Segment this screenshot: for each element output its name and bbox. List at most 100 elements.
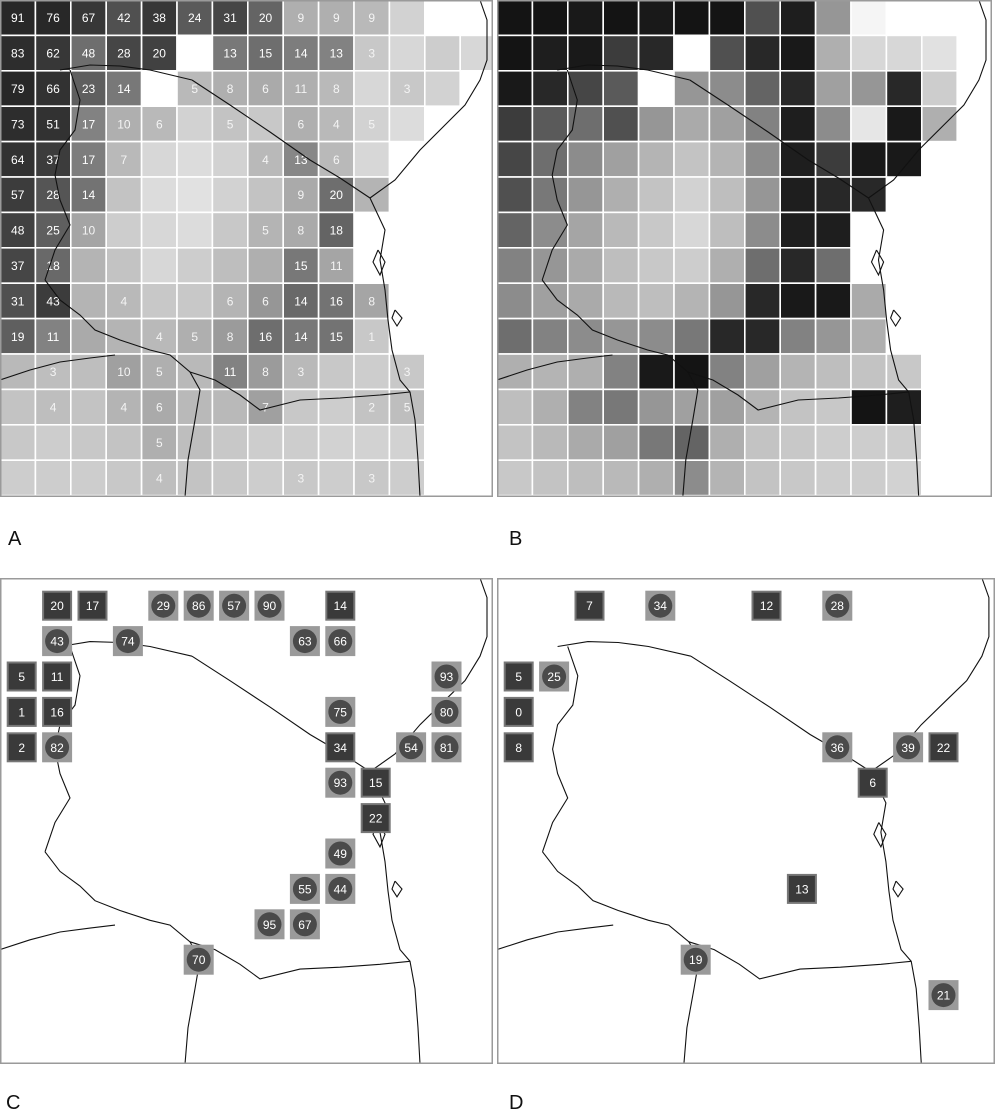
grid-cell	[814, 353, 852, 391]
circle-marker	[222, 593, 247, 618]
grid-cell	[850, 140, 888, 178]
grid-cell	[744, 247, 782, 285]
grid-cell	[176, 282, 214, 320]
cell-value: 37	[46, 153, 60, 167]
grid-cell	[531, 317, 569, 355]
grid-cell	[105, 423, 143, 461]
grid-cell	[211, 282, 249, 320]
blank-cell	[920, 0, 958, 37]
grid-cell	[247, 34, 285, 72]
cell-value: 18	[46, 259, 60, 273]
cell-value: 4	[121, 401, 128, 415]
cell-value: 6	[156, 401, 163, 415]
grid-cell	[105, 140, 143, 178]
border-line	[892, 880, 904, 898]
cell-value: 10	[117, 117, 131, 131]
grid-cell	[34, 211, 72, 249]
square-marker	[360, 803, 391, 834]
marker-value: 28	[831, 599, 845, 613]
marker-value: 22	[369, 812, 383, 826]
border-line	[189, 371, 411, 411]
border-line	[391, 880, 403, 898]
circle-marker	[115, 629, 140, 654]
cell-value: 3	[298, 471, 305, 485]
grid-cell	[814, 317, 852, 355]
grid-cell	[0, 459, 37, 497]
cell-value: 14	[294, 294, 308, 308]
cell-value: 8	[333, 82, 340, 96]
cell-value: 19	[11, 330, 25, 344]
cell-value: 5	[156, 365, 163, 379]
grid-cell	[34, 0, 72, 37]
panel-frame	[0, 0, 493, 497]
marker-value: 44	[334, 882, 348, 896]
marker-value: 93	[440, 670, 454, 684]
cell-value: 3	[298, 365, 305, 379]
grid-cell	[70, 423, 108, 461]
cell-value: 23	[82, 82, 96, 96]
marker-value: 34	[654, 599, 668, 613]
grid-cell	[708, 34, 746, 72]
panel-label-a: A	[8, 528, 22, 550]
grid-cell	[531, 34, 569, 72]
grid-cell	[34, 353, 72, 391]
grid-cell	[850, 176, 888, 214]
grid-cell	[637, 176, 675, 214]
grid-cell	[708, 140, 746, 178]
cell-value: 11	[330, 259, 343, 273]
grid-cell	[34, 34, 72, 72]
grid-cell	[673, 317, 711, 355]
grid-cell	[459, 34, 493, 72]
grid-cell	[140, 282, 178, 320]
marker-value: 0	[515, 705, 522, 719]
cell-value: 4	[50, 401, 57, 415]
grid-cell	[497, 176, 534, 214]
grid-cell	[744, 34, 782, 72]
grid-cell	[779, 459, 817, 497]
grid-cell	[353, 176, 391, 214]
grid-cell	[850, 105, 888, 143]
grid-cell	[497, 317, 534, 355]
grid-cell	[0, 176, 37, 214]
grid-cell	[673, 282, 711, 320]
marker-value: 2	[18, 741, 25, 755]
square-marker	[360, 767, 391, 798]
marker-value: 93	[334, 776, 348, 790]
cell-value: 4	[156, 471, 163, 485]
grid-cell	[602, 388, 640, 426]
border-line	[0, 924, 116, 951]
grid-cell	[920, 34, 958, 72]
grid-cell	[211, 211, 249, 249]
grid-cell	[779, 423, 817, 461]
grid-cell	[353, 70, 391, 108]
blank-cell	[885, 0, 923, 37]
grid-cell	[814, 0, 852, 37]
circle-marker	[648, 593, 673, 618]
grid-cell	[567, 388, 605, 426]
circle-marker	[434, 664, 459, 689]
map-b-grid-svg	[497, 0, 992, 497]
map-panel-b	[497, 0, 992, 497]
cell-value: 48	[11, 224, 25, 238]
grid-cell	[353, 353, 391, 391]
grid-cell	[637, 353, 675, 391]
marker-value: 5	[515, 670, 522, 684]
country-borders	[497, 0, 987, 497]
marker-value: 34	[334, 741, 348, 755]
grid-cell	[70, 105, 108, 143]
grid-cell	[673, 247, 711, 285]
circle-marker	[328, 629, 353, 654]
border-line	[868, 197, 920, 497]
grid-cell	[34, 423, 72, 461]
map-c-markers-svg: 20 17 29 86 57 90 14 43 74 63 66 5 11 93 1 16 75 80 2 82 34 5…	[0, 578, 493, 1064]
border-line	[870, 249, 885, 277]
grid-cell	[531, 423, 569, 461]
grid-cell	[708, 423, 746, 461]
cell-value: 20	[330, 188, 344, 202]
circle-marker	[257, 912, 282, 937]
cell-value: 15	[330, 330, 344, 344]
grid-cell	[105, 247, 143, 285]
marker-value: 1	[18, 705, 25, 719]
grid-cell	[317, 211, 355, 249]
grid-cell	[602, 459, 640, 497]
